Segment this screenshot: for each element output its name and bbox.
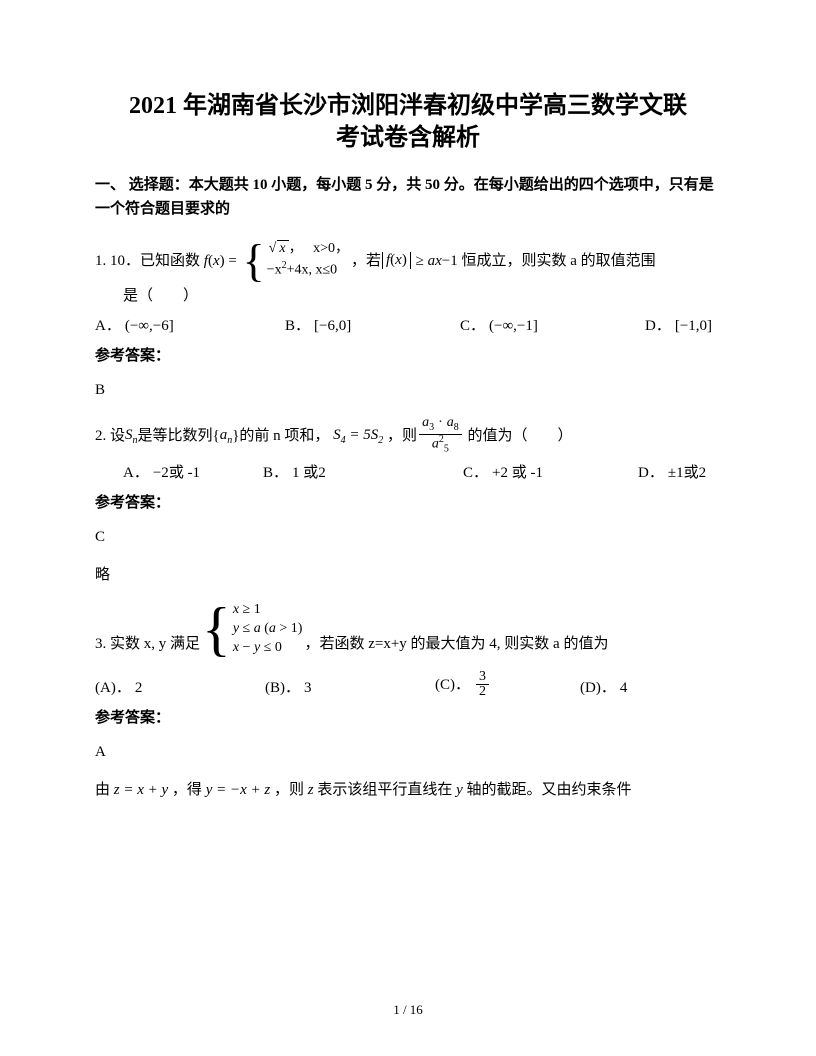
q1-abs: f(x) — [382, 252, 411, 269]
q3-expl-eq2: y = −x + z — [202, 778, 274, 802]
q2-options: A．−2或 -1 B．1 或 2 C．+2 或 -1 D．±1或2 — [95, 461, 721, 485]
q3-sys-l1: x ≥ 1 — [233, 601, 303, 620]
page-number: 1 / 16 — [0, 1000, 816, 1021]
q2-option-d: D．±1或2 — [638, 461, 706, 485]
q3-sys-l2: y ≤ a (a > 1) — [233, 620, 303, 639]
q3-post: ，若函数 z=x+y 的最大值为 4, 则实数 a 的值为 — [304, 632, 608, 656]
q3-expl-eq1: z = x + y — [110, 778, 172, 802]
q2-option-b: B．1 或 2 — [263, 461, 463, 485]
q3-answer: A — [95, 740, 721, 764]
q3-expl-y: y — [452, 778, 466, 802]
q3-expl-seg: 表示该组平行直线在 — [317, 778, 452, 802]
q1-answer: B — [95, 378, 721, 402]
q1-piecewise: { √x， x>0， −x2+4x, x≤0 — [243, 239, 349, 283]
q2-eq: S4 = 5S2 — [329, 423, 387, 449]
q2-pre: 2. 设 — [95, 424, 125, 448]
q2-answer: C — [95, 525, 721, 549]
title-line-2: 考试卷含解析 — [336, 125, 480, 151]
q2-extra: 略 — [95, 563, 721, 587]
q3-explanation: 由 z = x + y ，得 y = −x + z ，则 z 表示该组平行直线在… — [95, 778, 721, 802]
q1-prefix: 1. 10．已知函数 — [95, 249, 200, 273]
q2-mid1: 是等比数列{ — [138, 424, 220, 448]
q3-expl-seg: 轴的截距。又由约束条件 — [467, 778, 632, 802]
q3-sys-l3: x − y ≤ 0 — [233, 639, 303, 658]
q3-pre: 3. 实数 x, y 满足 — [95, 632, 200, 656]
q3-answer-label: 参考答案： — [95, 706, 721, 730]
exam-page: 2021 年湖南省长沙市浏阳泮春初级中学高三数学文联 考试卷含解析 一、 选择题… — [0, 0, 816, 1056]
title-line-1: 2021 年湖南省长沙市浏阳泮春初级中学高三数学文联 — [129, 93, 687, 119]
q3-system: { x ≥ 1 y ≤ a (a > 1) x − y ≤ 0 — [202, 601, 302, 658]
q1-cond: ≥ ax−1 — [412, 249, 462, 273]
q1-after: 恒成立，则实数 a 的取值范围 — [461, 249, 655, 273]
q1-answer-label: 参考答案： — [95, 344, 721, 368]
q2-stem: 2. 设 Sn 是等比数列{ an }的前 n 项和， S4 = 5S2 ，则 … — [95, 416, 721, 454]
q3-option-c: (C)． 32 — [435, 670, 580, 700]
q2-sn: Sn — [125, 423, 138, 449]
q1-option-b: B．[−6,0] — [285, 314, 460, 338]
q1-mid: ，若 — [351, 249, 381, 273]
q3-stem: 3. 实数 x, y 满足 { x ≥ 1 y ≤ a (a > 1) x − … — [95, 601, 721, 656]
q3-expl-seg: ，得 — [172, 778, 202, 802]
page-title: 2021 年湖南省长沙市浏阳泮春初级中学高三数学文联 考试卷含解析 — [95, 90, 721, 155]
q1-option-d: D．[−1,0] — [645, 314, 712, 338]
q1-piece-top: √x， x>0， — [267, 240, 349, 259]
q1-stem-line2: 是（ ） — [95, 284, 721, 308]
q2-fraction: a3·a8 a25 — [417, 416, 464, 454]
q3-options: (A)．2 (B)．3 (C)． 32 (D)．4 — [95, 670, 721, 700]
q2-tail: 的值为（ ） — [464, 424, 573, 448]
q2-mid3: ，则 — [387, 424, 417, 448]
q1-options: A．(−∞,−6] B．[−6,0] C．(−∞,−1] D．[−1,0] — [95, 314, 721, 338]
q3-expl-z: z — [304, 778, 317, 802]
q3-option-a: (A)．2 — [95, 676, 265, 700]
q2-option-c: C．+2 或 -1 — [463, 461, 638, 485]
left-brace-icon: { — [243, 239, 267, 283]
q2-mid2: }的前 n 项和， — [232, 424, 329, 448]
q3-option-d: (D)．4 — [580, 676, 627, 700]
q1-fx-eq: f(x) = — [200, 249, 241, 273]
q1-option-c: C．(−∞,−1] — [460, 314, 645, 338]
q2-an: an — [220, 423, 233, 449]
q1-stem-line1: 1. 10．已知函数 f(x) = { √x， x>0， −x2+4x, x≤0… — [95, 239, 721, 283]
q3-option-b: (B)．3 — [265, 676, 435, 700]
q3-expl-seg: ，则 — [274, 778, 304, 802]
left-brace-icon: { — [202, 601, 233, 658]
q1-piece-bot: −x2+4x, x≤0 — [267, 259, 349, 281]
q2-answer-label: 参考答案： — [95, 491, 721, 515]
q3-expl-seg: 由 — [95, 778, 110, 802]
q1-option-a: A．(−∞,−6] — [95, 314, 285, 338]
q2-option-a: A．−2或 -1 — [123, 461, 263, 485]
section-heading: 一、 选择题：本大题共 10 小题，每小题 5 分，共 50 分。在每小题给出的… — [95, 173, 721, 221]
